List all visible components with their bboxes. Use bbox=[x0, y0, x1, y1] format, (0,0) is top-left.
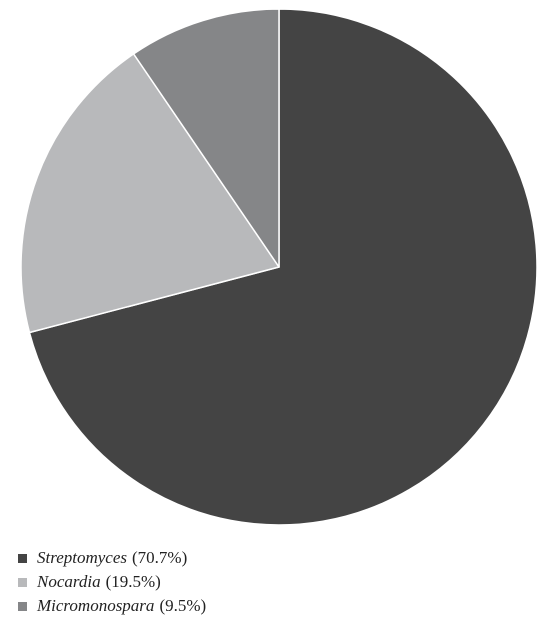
pie-plot-area bbox=[20, 8, 538, 526]
pie-slice-nocardia bbox=[20, 53, 280, 334]
pie-slice-streptomyces bbox=[28, 8, 538, 526]
legend-percent: (19.5%) bbox=[105, 572, 161, 591]
legend-label: Streptomyces bbox=[37, 548, 128, 567]
pie-slice-micromonospara bbox=[132, 8, 280, 268]
legend-swatch bbox=[18, 577, 27, 587]
legend-percent: (70.7%) bbox=[132, 548, 188, 567]
legend-item-nocardia: Nocardia (19.5%) bbox=[18, 570, 518, 594]
legend-swatch bbox=[18, 601, 27, 611]
legend-label: Nocardia bbox=[37, 572, 101, 591]
legend-item-streptomyces: Streptomyces (70.7%) bbox=[18, 546, 518, 570]
legend-item-micromonospara: Micromonospara (9.5%) bbox=[18, 594, 518, 618]
legend-swatch bbox=[18, 553, 27, 563]
legend: Streptomyces (70.7%) Nocardia (19.5%) Microm… bbox=[18, 546, 518, 618]
legend-label: Micromonospara bbox=[37, 596, 155, 615]
legend-percent: (9.5%) bbox=[159, 596, 207, 615]
